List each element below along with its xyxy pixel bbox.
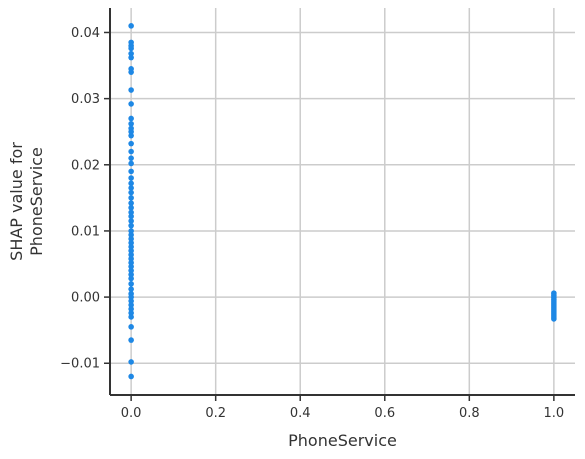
y-tick-label: −0.01 bbox=[60, 357, 100, 372]
data-point bbox=[128, 337, 134, 343]
data-point bbox=[128, 175, 134, 181]
data-point bbox=[128, 148, 134, 155]
data-point bbox=[128, 310, 134, 316]
data-points bbox=[128, 23, 557, 380]
y-tick-label: 0.04 bbox=[71, 26, 100, 41]
data-point bbox=[128, 218, 134, 224]
data-point bbox=[128, 54, 134, 61]
data-point bbox=[128, 101, 134, 107]
data-point bbox=[128, 204, 134, 211]
data-point bbox=[128, 298, 134, 304]
x-tick-label: 1.0 bbox=[544, 406, 565, 421]
data-point bbox=[128, 168, 134, 175]
data-point bbox=[128, 160, 134, 167]
data-point bbox=[128, 140, 134, 147]
data-point bbox=[128, 222, 134, 229]
data-point bbox=[128, 180, 134, 187]
y-axis-title-line-2: PhoneService bbox=[27, 147, 46, 256]
data-point bbox=[128, 120, 134, 127]
data-point bbox=[128, 275, 134, 282]
x-tick-label: 0.6 bbox=[374, 406, 395, 421]
data-point bbox=[128, 213, 134, 220]
y-tick-label: 0.01 bbox=[71, 224, 100, 239]
data-point bbox=[128, 185, 134, 191]
data-point bbox=[128, 267, 134, 274]
data-point bbox=[128, 69, 134, 75]
data-point bbox=[128, 359, 134, 365]
data-point bbox=[128, 306, 134, 312]
data-point bbox=[128, 45, 134, 52]
data-point bbox=[128, 232, 134, 238]
data-point bbox=[128, 286, 134, 292]
y-axis-title-line-1: SHAP value for bbox=[7, 142, 26, 261]
data-point bbox=[128, 236, 134, 242]
data-point bbox=[128, 324, 134, 330]
x-tick-label: 0.2 bbox=[205, 406, 226, 421]
data-point bbox=[128, 209, 134, 216]
data-point bbox=[128, 195, 134, 201]
data-point bbox=[128, 132, 134, 139]
x-tick-label: 0.8 bbox=[459, 406, 480, 421]
data-point bbox=[128, 155, 134, 161]
y-tick-label: 0.03 bbox=[71, 92, 100, 107]
data-point bbox=[128, 281, 134, 287]
data-point bbox=[128, 200, 134, 206]
data-point bbox=[128, 228, 134, 234]
data-point bbox=[128, 128, 134, 135]
data-point bbox=[128, 244, 134, 250]
data-point bbox=[128, 255, 134, 262]
data-point bbox=[128, 189, 134, 196]
data-point bbox=[128, 115, 134, 122]
data-point bbox=[128, 240, 134, 246]
data-point bbox=[128, 271, 134, 278]
data-point bbox=[128, 247, 134, 254]
x-tick-label: 0.4 bbox=[290, 406, 311, 421]
data-point bbox=[128, 259, 134, 266]
data-point bbox=[128, 263, 134, 270]
data-point bbox=[128, 373, 134, 380]
data-point bbox=[128, 302, 134, 308]
axis-ticks: 0.0 0.2 0.4 0.6 0.8 1.0 −0.01 0.00 0.01 0.02 0.03 0… bbox=[60, 26, 564, 421]
grid-lines bbox=[110, 8, 575, 395]
data-point bbox=[128, 23, 134, 29]
data-point bbox=[128, 314, 134, 320]
x-tick-label: 0.0 bbox=[121, 406, 142, 421]
data-point bbox=[128, 251, 134, 258]
data-point bbox=[128, 294, 134, 300]
data-point bbox=[128, 87, 134, 93]
x-axis-title: PhoneService bbox=[288, 431, 397, 450]
data-point bbox=[128, 50, 134, 57]
y-tick-label: 0.00 bbox=[71, 291, 100, 306]
data-point bbox=[551, 316, 557, 322]
y-tick-label: 0.02 bbox=[71, 158, 100, 173]
